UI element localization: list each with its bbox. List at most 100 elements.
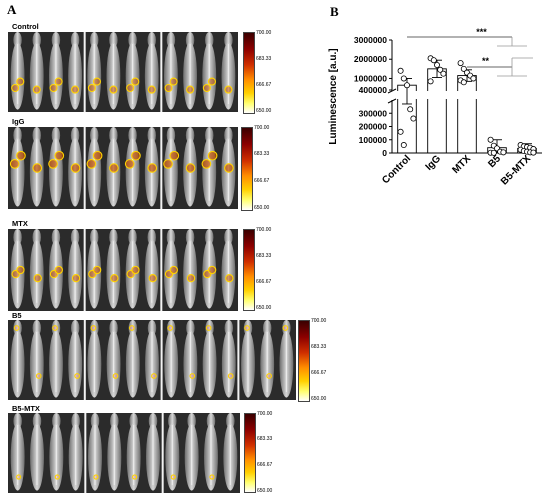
- signal-contour: [90, 325, 97, 331]
- mouse-head: [109, 229, 118, 246]
- strip-canvas: [9, 127, 236, 209]
- y-tick-label: 2000000: [354, 54, 387, 64]
- mouse-head: [205, 229, 214, 246]
- strip-canvas: [10, 229, 236, 311]
- mouse-head: [51, 32, 61, 48]
- signal-spot: [55, 266, 63, 274]
- mouse-head: [147, 229, 156, 246]
- signal-contour: [244, 325, 250, 331]
- signal-spot: [224, 86, 232, 94]
- data-point: [487, 136, 494, 143]
- strip-canvas: [10, 32, 236, 112]
- mouse-head: [128, 32, 137, 48]
- scale-tick: 666.67: [254, 178, 270, 184]
- bar-mtx: [457, 75, 477, 154]
- mouse-head: [224, 32, 233, 48]
- scale-tick: 666.67: [311, 370, 327, 376]
- mouse-head: [90, 413, 100, 429]
- mouse-head: [147, 320, 157, 336]
- group-label-b5mtx: B5-MTX: [12, 404, 40, 413]
- data-point: [407, 106, 414, 113]
- scale-tick: 683.33: [256, 56, 272, 62]
- signal-spot: [16, 151, 26, 160]
- scale-tick: 650.00: [311, 396, 327, 402]
- signal-spot: [225, 274, 233, 282]
- mouse-image-control: [8, 32, 238, 112]
- signal-contour: [49, 83, 58, 93]
- strip-canvas: [10, 413, 238, 493]
- signal-contour: [202, 83, 211, 93]
- significance-label: **: [482, 56, 490, 66]
- signal-contour: [205, 325, 212, 331]
- mouse-head: [90, 320, 99, 336]
- mouse-head: [262, 320, 272, 336]
- signal-contour: [16, 77, 25, 86]
- signal-contour: [163, 159, 173, 169]
- mouse-image-mtx: [8, 229, 238, 311]
- mouse-head: [109, 127, 118, 144]
- signal-spot: [50, 84, 58, 92]
- scale-tick: 683.33: [256, 253, 272, 259]
- signal-spot: [170, 78, 178, 86]
- signal-contour: [147, 163, 158, 173]
- mouse-head: [32, 229, 41, 246]
- scale-tick: 683.33: [311, 344, 327, 350]
- scale-tick: 650.00: [257, 488, 273, 494]
- signal-contour: [151, 373, 157, 379]
- signal-contour: [131, 77, 140, 86]
- signal-contour: [224, 163, 234, 173]
- signal-contour: [207, 265, 217, 275]
- data-point: [460, 79, 467, 86]
- signal-contour: [33, 274, 42, 283]
- signal-contour: [86, 159, 97, 169]
- mouse-head: [166, 320, 176, 336]
- mouse-head: [206, 413, 216, 429]
- scale-gradient: [243, 32, 255, 114]
- y-axis-label: Luminescence [a.u.]: [328, 48, 339, 144]
- signal-contour: [112, 373, 119, 379]
- mouse-head: [243, 320, 253, 336]
- signal-spot: [14, 325, 19, 331]
- data-point: [437, 66, 444, 73]
- group-label-control: Control: [12, 22, 39, 31]
- data-point: [500, 149, 507, 156]
- strip-canvas: [10, 320, 294, 400]
- mouse-head: [205, 320, 214, 336]
- signal-spot: [167, 325, 173, 331]
- scale-tick: 650.00: [256, 108, 272, 114]
- data-point: [440, 70, 447, 77]
- signal-spot: [109, 86, 117, 94]
- signal-contour: [203, 269, 212, 279]
- mouse-head: [128, 320, 138, 336]
- mouse-image-b5: [8, 320, 296, 400]
- axis-break-mark: [387, 88, 397, 94]
- signal-spot: [16, 78, 24, 86]
- signal-contour: [201, 159, 212, 169]
- scale-tick: 650.00: [256, 305, 272, 311]
- scale-gradient: [241, 127, 253, 211]
- mouse-head: [205, 32, 214, 48]
- signal-contour: [169, 77, 178, 86]
- scale-tick: 700.00: [254, 125, 270, 131]
- data-point: [430, 57, 437, 64]
- signal-contour: [109, 85, 118, 94]
- mouse-head: [147, 32, 156, 48]
- mouse-head: [166, 229, 176, 246]
- data-point: [434, 62, 441, 69]
- mouse-head: [224, 320, 234, 336]
- data-point: [404, 82, 411, 89]
- signal-contour: [32, 163, 43, 173]
- signal-spot: [208, 151, 217, 160]
- signal-contour: [126, 83, 135, 93]
- group-label-b5: B5: [12, 311, 22, 320]
- signal-spot: [131, 78, 139, 86]
- mouse-head: [32, 413, 42, 429]
- signal-spot: [208, 78, 216, 86]
- mouse-head: [90, 229, 99, 246]
- signal-spot: [93, 266, 101, 274]
- signal-spot: [170, 266, 178, 274]
- data-point: [400, 75, 407, 82]
- mouse-head: [226, 413, 235, 429]
- signal-contour: [169, 150, 180, 161]
- signal-spot: [93, 78, 101, 86]
